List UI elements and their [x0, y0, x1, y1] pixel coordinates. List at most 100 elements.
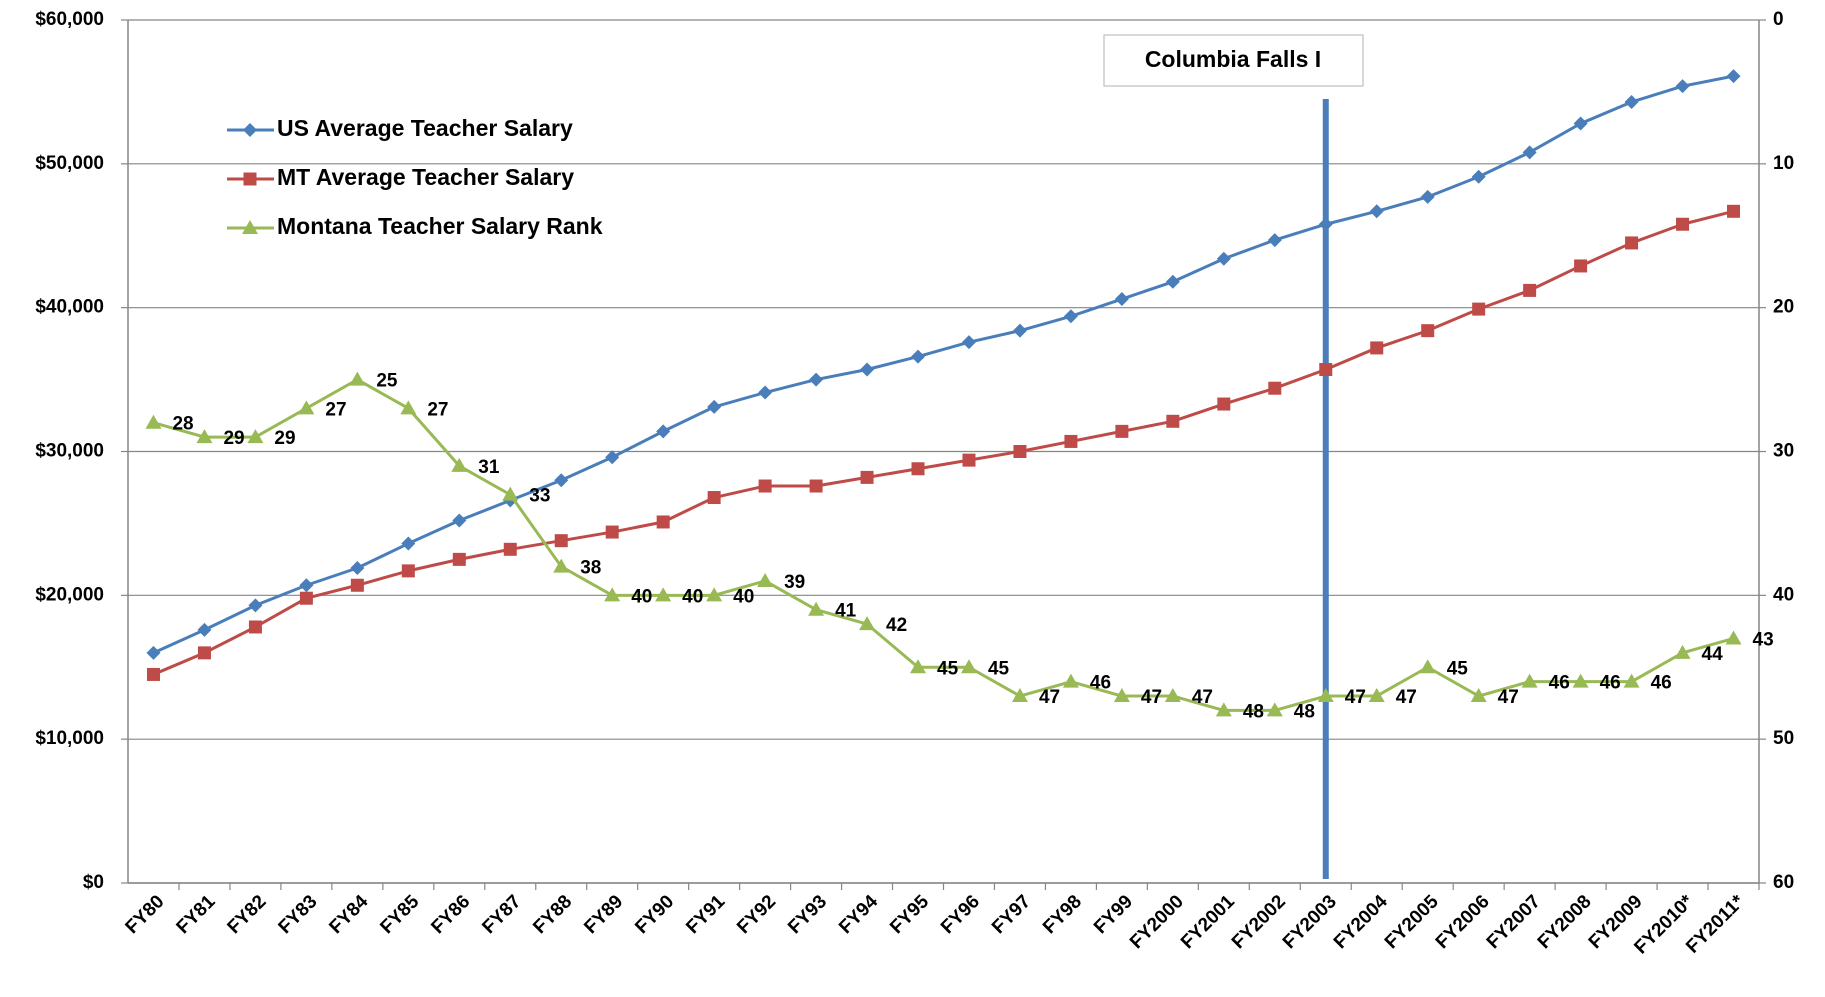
data-label: 28 [172, 414, 193, 435]
series-marker [707, 491, 721, 505]
y2-tick-label: 0 [1773, 9, 1784, 30]
series-marker [1370, 341, 1384, 355]
y-tick-label: $30,000 [35, 441, 104, 462]
series-marker [1369, 204, 1384, 219]
series-marker [197, 646, 211, 660]
y-tick-label: $60,000 [35, 9, 104, 30]
annotation-box [1103, 34, 1364, 87]
series-marker [553, 558, 570, 573]
series-marker [1266, 702, 1283, 717]
series-marker [1572, 673, 1589, 688]
series-marker [196, 429, 213, 444]
x-tick-label: FY2003 [1279, 891, 1341, 953]
series-marker [1472, 302, 1486, 316]
data-label: 29 [274, 428, 295, 449]
series-marker [1727, 204, 1741, 218]
series-marker [707, 399, 722, 414]
series-marker [1166, 414, 1180, 428]
series-marker [1523, 283, 1537, 297]
x-tick-label: FY2001 [1177, 891, 1239, 953]
y2-tick-label: 40 [1773, 584, 1794, 605]
series-marker [452, 513, 467, 528]
data-label: 42 [886, 615, 907, 636]
series-marker [1726, 69, 1741, 84]
data-label: 47 [1192, 687, 1213, 708]
series-marker [962, 453, 976, 467]
series-marker [248, 598, 263, 613]
series-marker [1676, 217, 1690, 231]
series-marker [655, 587, 672, 602]
series-marker [298, 400, 315, 415]
data-label: 31 [478, 457, 500, 478]
series-marker [758, 479, 772, 493]
series-marker [859, 616, 876, 631]
series-marker [1268, 381, 1282, 395]
series-marker [604, 587, 621, 602]
series-marker [1573, 116, 1588, 131]
legend-label: MT Average Teacher Salary [277, 164, 574, 190]
series-marker [146, 645, 161, 660]
y-tick-label: $10,000 [35, 728, 104, 749]
data-label: 27 [325, 399, 346, 420]
legend-label: US Average Teacher Salary [277, 115, 573, 141]
series-marker [1521, 673, 1538, 688]
series-marker [1164, 688, 1181, 703]
data-label: 46 [1600, 673, 1621, 694]
series-marker [1165, 274, 1180, 289]
series-marker [706, 587, 723, 602]
x-tick-label: FY93 [784, 891, 831, 938]
legend-marker [243, 172, 257, 186]
y-tick-label: $50,000 [35, 153, 104, 174]
series-marker [1318, 217, 1333, 232]
data-label: 40 [733, 586, 754, 607]
data-label: 47 [1396, 687, 1417, 708]
series-marker [1675, 79, 1690, 94]
series-marker [145, 414, 162, 429]
x-tick-label: FY96 [937, 891, 984, 938]
series-marker [248, 620, 262, 634]
series-marker [1420, 189, 1435, 204]
data-label: 47 [1039, 687, 1060, 708]
series-marker [1470, 688, 1487, 703]
series-marker [299, 578, 314, 593]
series-marker [1267, 233, 1282, 248]
x-tick-label: FY81 [173, 891, 220, 938]
series-marker [1217, 397, 1231, 411]
series-marker [451, 457, 468, 472]
series-marker [656, 424, 671, 439]
series-marker [1011, 688, 1028, 703]
legend-marker [242, 220, 258, 234]
series-marker [1624, 94, 1639, 109]
data-label: 27 [427, 399, 448, 420]
x-tick-label: FY2004 [1330, 891, 1392, 953]
series-marker [605, 525, 619, 539]
data-label: 45 [937, 658, 959, 679]
x-tick-label: FY2008 [1534, 891, 1596, 953]
x-tick-label: FY91 [682, 891, 729, 938]
x-tick-label: FY2000 [1126, 891, 1188, 953]
series-marker [1574, 259, 1588, 273]
series-marker [247, 429, 264, 444]
series-marker [554, 473, 569, 488]
series-marker [299, 591, 313, 605]
data-label: 43 [1753, 629, 1774, 650]
data-label: 40 [682, 586, 703, 607]
series-marker [809, 372, 824, 387]
series-marker [1216, 251, 1231, 266]
series-marker [860, 362, 875, 377]
series-marker [1114, 292, 1129, 307]
series-marker [197, 622, 212, 637]
series-marker [349, 371, 366, 386]
series-marker [146, 667, 160, 681]
series-marker [961, 335, 976, 350]
series-marker [401, 536, 416, 551]
data-label: 46 [1090, 673, 1111, 694]
y2-tick-label: 20 [1773, 297, 1794, 318]
series-marker [1421, 324, 1435, 338]
series-marker [400, 400, 417, 415]
series-marker [554, 534, 568, 548]
x-tick-label: FY92 [733, 891, 780, 938]
series-marker [911, 462, 925, 476]
series-marker [960, 659, 977, 674]
